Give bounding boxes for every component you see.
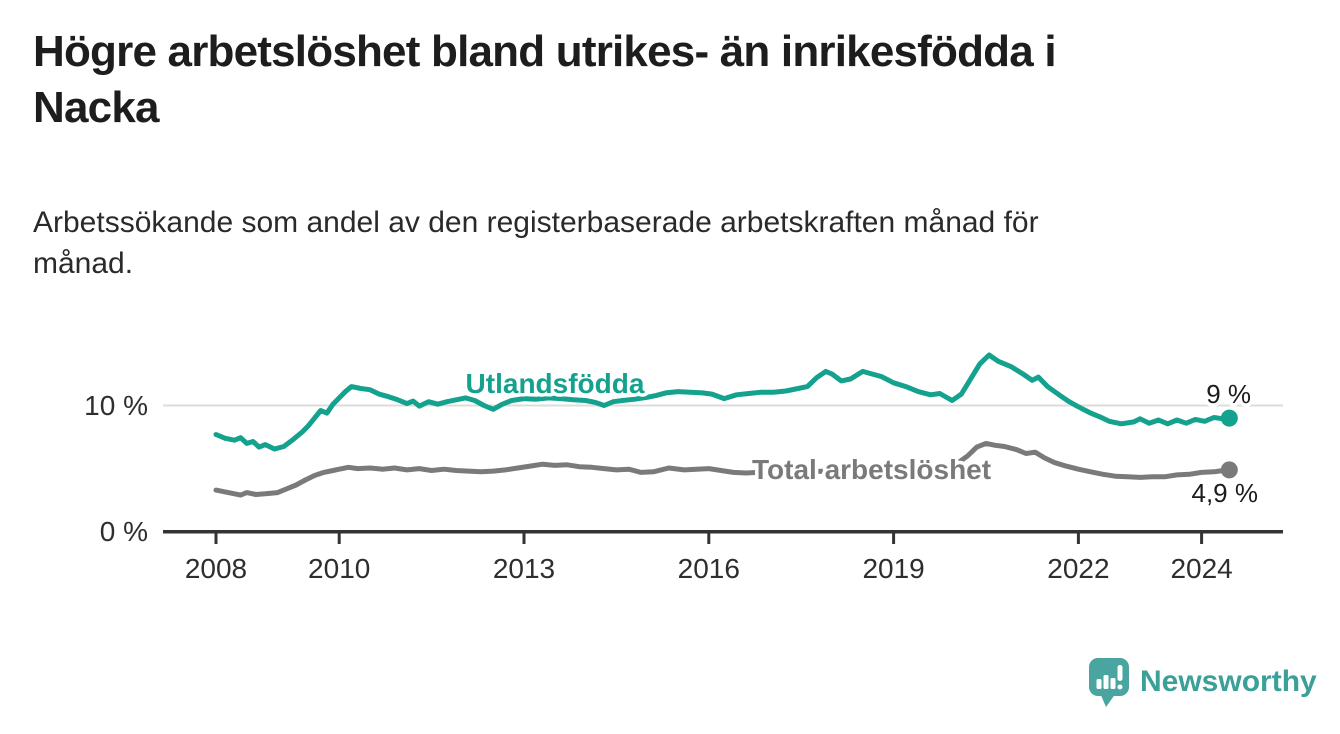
logo-bar-icon <box>1103 675 1109 689</box>
series-end-dots <box>1220 409 1238 479</box>
series-end-dot <box>1220 461 1238 479</box>
series-label-total-arbetsloshet: Total arbetslöshet <box>752 454 991 485</box>
y-tick-label-10-percent: 10 % <box>84 390 148 421</box>
y-tick-label-0-percent: 0 % <box>100 516 148 547</box>
x-tick-label: 2008 <box>185 553 247 584</box>
newsworthy-wordmark: Newsworthy <box>1140 665 1317 698</box>
x-axis-ticks <box>214 533 1204 544</box>
series-end-dot <box>1220 409 1238 427</box>
end-value-label-total-arbetsloshet: 4,9 % <box>1192 478 1259 508</box>
series-label-utlandsfodda: Utlandsfödda <box>466 368 645 399</box>
series-line-utlandsfodda <box>213 352 1232 452</box>
x-tick-label: 2024 <box>1170 553 1232 584</box>
page-title: Högre arbetslöshet bland utrikes- än inr… <box>33 27 1057 132</box>
x-tick-label: 2016 <box>678 553 740 584</box>
logo-bar-icon <box>1096 679 1102 689</box>
series-line-total-arbetsloshet <box>213 440 1232 498</box>
newsworthy-brand-link[interactable]: Newsworthy <box>1087 656 1317 708</box>
end-value-label-utlandsfodda: 9 % <box>1206 379 1251 409</box>
logo-bubble-tail <box>1100 693 1116 707</box>
newsworthy-logo-icon <box>1089 658 1129 707</box>
x-axis-tick-labels: 2008 2010 2013 2016 2019 2022 2024 <box>185 553 1233 584</box>
x-tick-label: 2013 <box>493 553 555 584</box>
page-subtitle: Arbetssökande som andel av den registerb… <box>33 206 1039 280</box>
unemployment-line-chart: 2008 2010 2013 2016 2019 2022 2024 10 % 0 % Ut… <box>84 352 1283 584</box>
logo-bar-icon <box>1110 678 1116 689</box>
logo-exclamation-dot <box>1117 684 1123 690</box>
x-tick-label: 2019 <box>862 553 924 584</box>
series-lines <box>213 352 1232 498</box>
x-tick-label: 2010 <box>308 553 370 584</box>
logo-bubble-shape <box>1089 658 1129 696</box>
x-tick-label: 2022 <box>1047 553 1109 584</box>
logo-exclamation-icon <box>1117 665 1123 681</box>
